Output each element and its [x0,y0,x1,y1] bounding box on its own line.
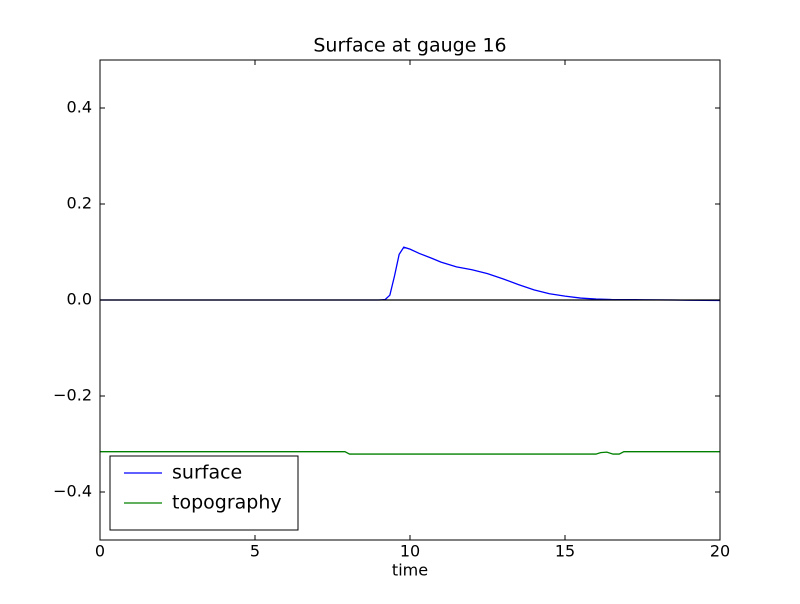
series-line [100,246,721,302]
legend-box [109,455,299,531]
y-tick-label: 0.2 [67,194,92,213]
series-line [100,451,720,455]
y-tick-label: 0.4 [67,98,92,117]
x-tick-label: 20 [710,542,730,561]
legend-label: topography [172,492,282,514]
x-tick-label: 10 [400,542,420,561]
x-tick-label: 5 [250,542,260,561]
y-tick-label: 0.0 [67,290,92,309]
x-tick-label: 0 [95,542,105,561]
chart-title: Surface at gauge 16 [313,35,506,57]
plot-frame [99,59,721,541]
y-tick-label: −0.4 [53,482,92,501]
legend-label: surface [172,462,242,484]
y-tick-label: −0.2 [53,386,92,405]
x-axis-label: time [392,561,428,580]
x-tick-label: 15 [555,542,575,561]
